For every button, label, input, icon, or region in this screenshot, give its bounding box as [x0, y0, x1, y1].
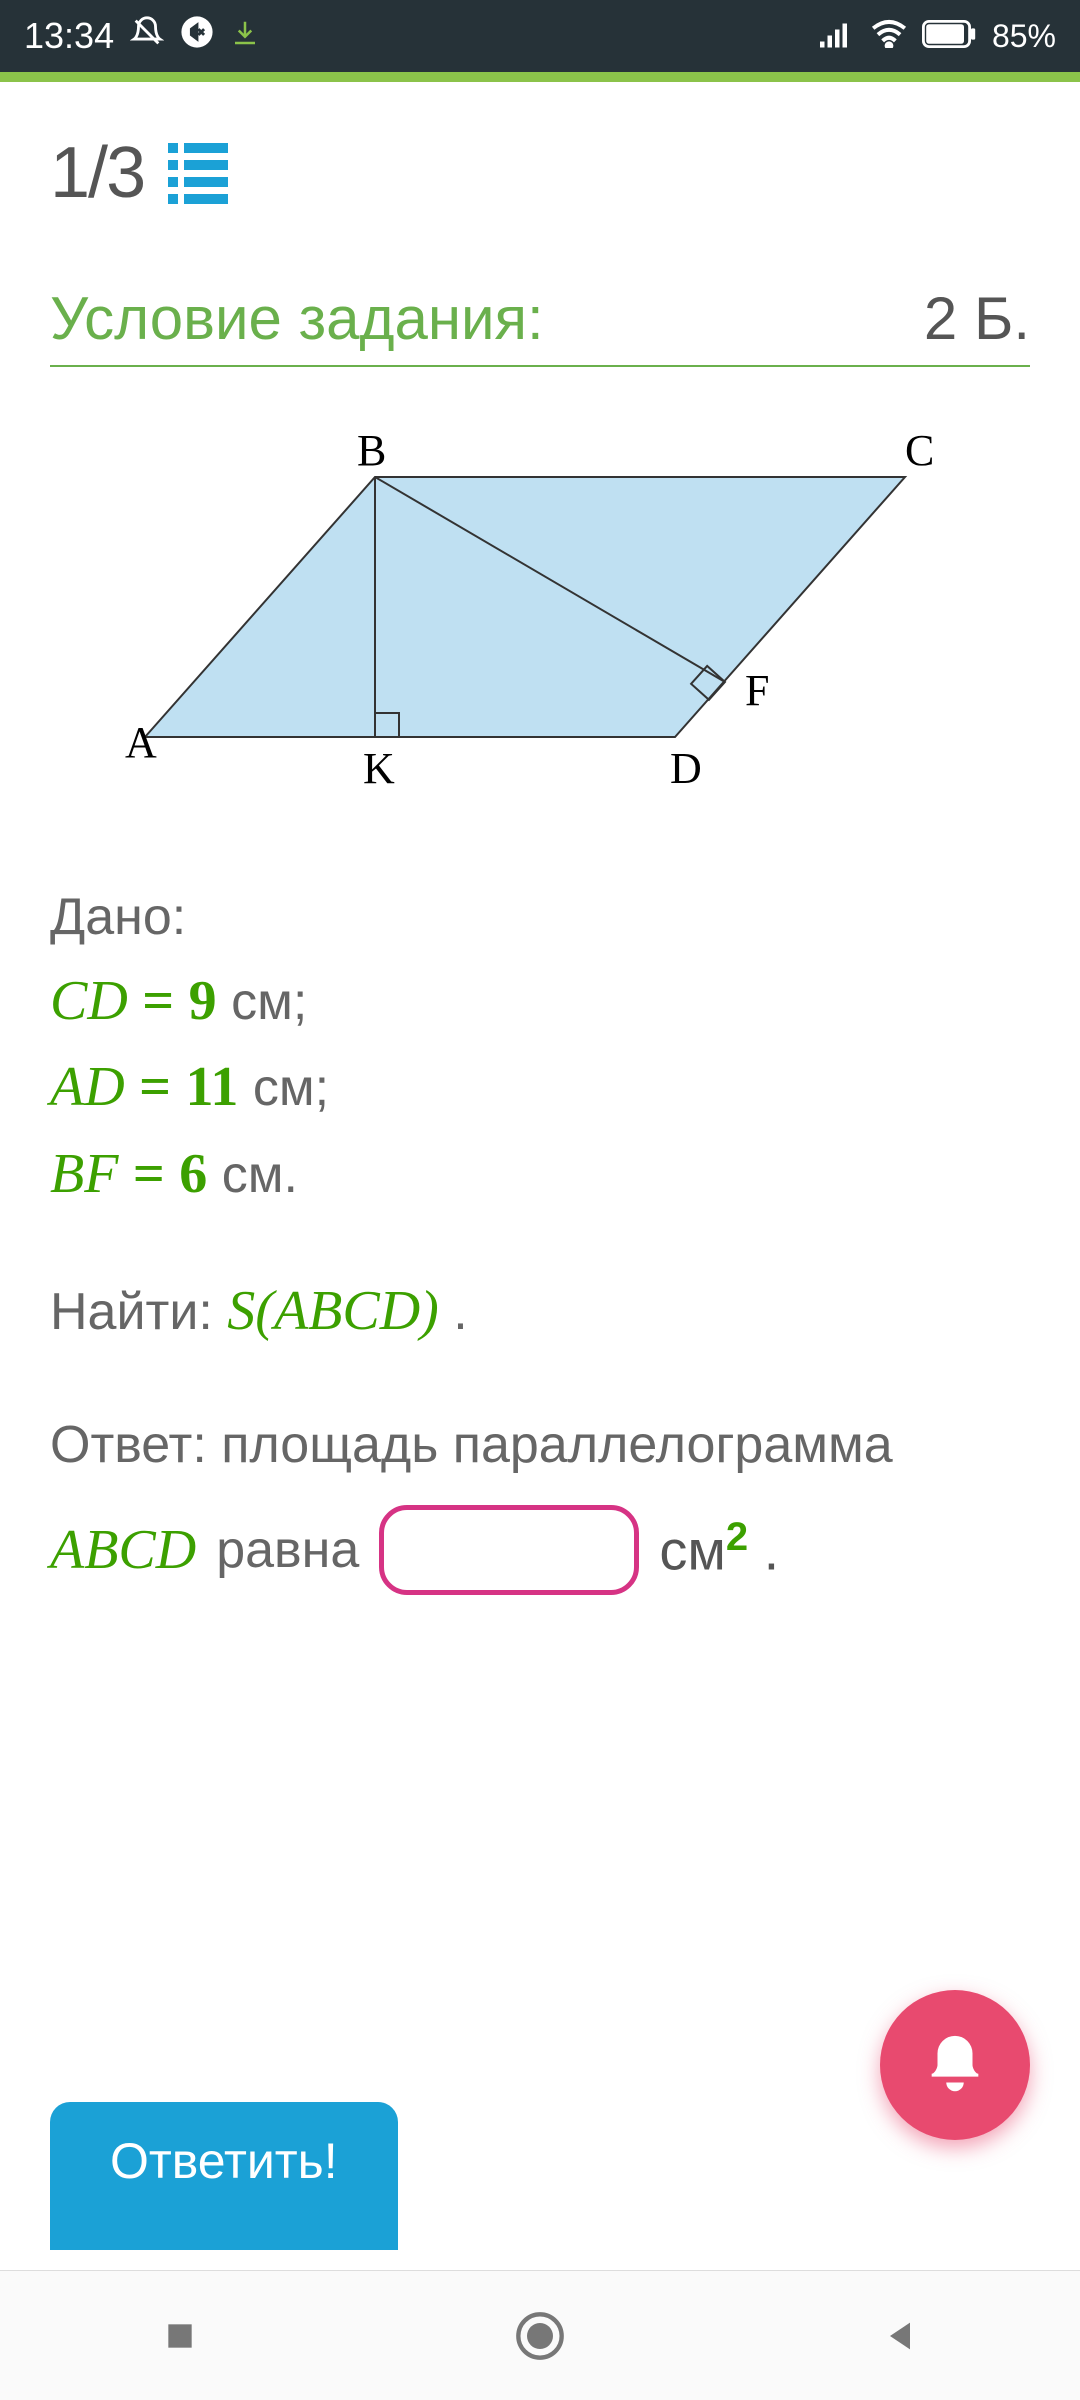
find-suffix: .: [453, 1283, 467, 1341]
mute-icon: [180, 15, 214, 58]
navigation-bar: [0, 2270, 1080, 2400]
progress-total: 3: [106, 133, 144, 213]
answer-unit: см2 .: [659, 1506, 779, 1594]
label-B: B: [357, 426, 386, 475]
diagram: A B C D K F: [50, 417, 1030, 817]
signal-icon: [820, 15, 856, 57]
main-content: 1/3 Условие задания: 2 Б. A B C D K F Да…: [0, 82, 1080, 1595]
label-A: A: [125, 718, 157, 767]
nav-back[interactable]: [870, 2306, 930, 2366]
label-D: D: [670, 744, 702, 793]
find-label: Найти:: [50, 1283, 213, 1341]
given-line-2: BF = 6 см.: [50, 1131, 1030, 1218]
task-header: Условие задания: 2 Б.: [50, 284, 1030, 367]
list-icon[interactable]: [168, 143, 228, 204]
battery-icon: [922, 15, 978, 57]
download-icon: [230, 15, 260, 57]
label-C: C: [905, 426, 934, 475]
nav-home[interactable]: [510, 2306, 570, 2366]
answer-section: Ответ: площадь параллелограмма ABCD равн…: [50, 1405, 1030, 1596]
dnd-icon: [130, 15, 164, 58]
answer-var: ABCD: [50, 1507, 196, 1594]
label-F: F: [745, 666, 769, 715]
progress-current: 1: [50, 133, 88, 213]
status-bar: 13:34 85%: [0, 0, 1080, 72]
accent-divider: [0, 72, 1080, 82]
battery-percent: 85%: [992, 18, 1056, 55]
given-section: Дано: CD = 9 см; AD = 11 см; BF = 6 см.: [50, 877, 1030, 1218]
answer-prefix: Ответ: площадь параллелограмма: [50, 1405, 1030, 1486]
progress-sep: /: [88, 133, 106, 213]
submit-button[interactable]: Ответить!: [50, 2102, 398, 2250]
notification-fab[interactable]: [880, 1990, 1030, 2140]
status-right: 85%: [820, 15, 1056, 57]
given-line-1: AD = 11 см;: [50, 1044, 1030, 1131]
status-left: 13:34: [24, 15, 260, 58]
wifi-icon: [870, 15, 908, 57]
header-score: 2 Б.: [924, 284, 1030, 353]
status-time: 13:34: [24, 15, 114, 57]
label-K: K: [363, 744, 395, 793]
progress-text: 1/3: [50, 132, 144, 214]
progress-indicator: 1/3: [50, 132, 1030, 214]
bell-icon: [920, 2030, 990, 2100]
answer-word: равна: [216, 1510, 359, 1591]
answer-input[interactable]: [379, 1505, 639, 1595]
header-title: Условие задания:: [50, 284, 544, 353]
given-label: Дано:: [50, 877, 1030, 958]
given-line-0: CD = 9 см;: [50, 958, 1030, 1045]
find-expr: S(ABCD): [227, 1280, 439, 1342]
nav-recent[interactable]: [150, 2306, 210, 2366]
find-section: Найти: S(ABCD) .: [50, 1268, 1030, 1355]
